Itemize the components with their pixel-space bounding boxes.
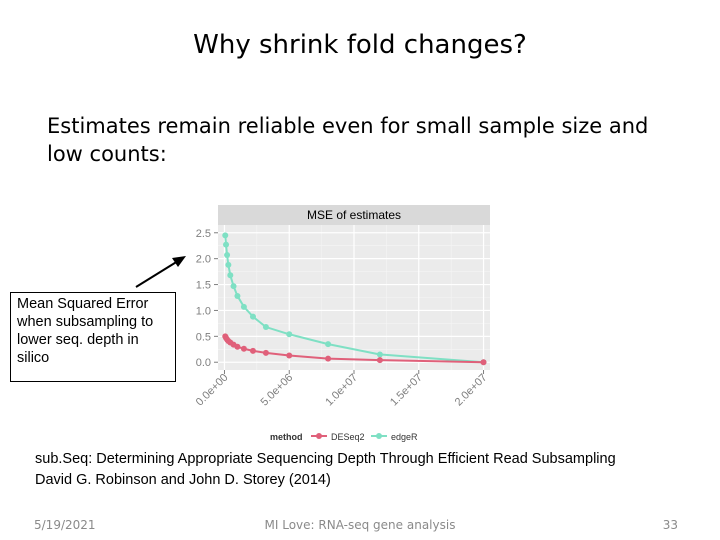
chart-strip [218,205,490,225]
data-point-deseq2 [262,349,269,356]
data-point-edger [286,331,293,338]
chart-legend: method DESeq2 edgeR [270,432,418,442]
data-point-deseq2 [376,357,383,364]
chart-title: MSE of estimates [307,208,401,222]
x-tick-label: 1.0e+07 [323,372,360,409]
data-point-edger [223,241,230,248]
callout-box: Mean Squared Error when subsampling to l… [10,292,176,382]
legend-key-deseq2-point [316,433,322,439]
legend-key-edger-point [376,433,382,439]
data-point-edger [262,324,269,331]
data-point-edger [240,303,247,310]
y-tick-label: 2.5 [196,228,211,240]
y-tick-label: 1.0 [196,305,211,317]
data-point-edger [376,351,383,358]
chart-series [222,232,487,366]
callout-arrowhead [172,256,186,267]
x-tick-label: 5.0e+06 [259,372,296,409]
data-point-edger [325,341,332,348]
footer-date: 5/19/2021 [34,518,96,532]
data-point-edger [227,272,234,279]
x-tick-label: 1.5e+07 [388,372,425,409]
y-tick-label: 0.5 [196,331,211,343]
data-point-deseq2 [480,359,487,366]
x-tick-label: 0.0e+00 [194,372,231,409]
y-tick-label: 0.0 [196,357,211,369]
callout-arrow [135,260,179,288]
citation: sub.Seq: Determining Appropriate Sequenc… [35,449,705,491]
slide-body-text: Estimates remain reliable even for small… [47,114,649,166]
chart-grid [218,225,490,370]
slide-title: Why shrink fold changes? [193,30,527,60]
y-tick-label: 1.5 [196,280,211,292]
data-point-deseq2 [249,347,256,354]
data-point-deseq2 [286,352,293,359]
citation-authors: David G. Robinson and John D. Storey (20… [35,472,331,488]
data-point-edger [230,283,237,290]
data-point-edger [224,252,231,259]
y-tick-label: 2.0 [196,254,211,266]
data-point-deseq2 [234,343,241,350]
legend-label-deseq2: DESeq2 [331,432,365,442]
legend-label-edger: edgeR [391,432,418,442]
x-tick-label: 2.0e+07 [453,372,490,409]
page-number: 33 [662,518,678,532]
citation-title: sub.Seq: Determining Appropriate Sequenc… [35,451,616,467]
footer-title: MI Love: RNA-seq gene analysis [264,518,456,532]
data-point-deseq2 [325,355,332,362]
data-point-edger [249,313,256,320]
legend-title: method [270,432,303,442]
data-point-deseq2 [240,345,247,352]
data-point-edger [234,292,241,299]
data-point-edger [222,232,229,239]
data-point-edger [225,261,232,268]
